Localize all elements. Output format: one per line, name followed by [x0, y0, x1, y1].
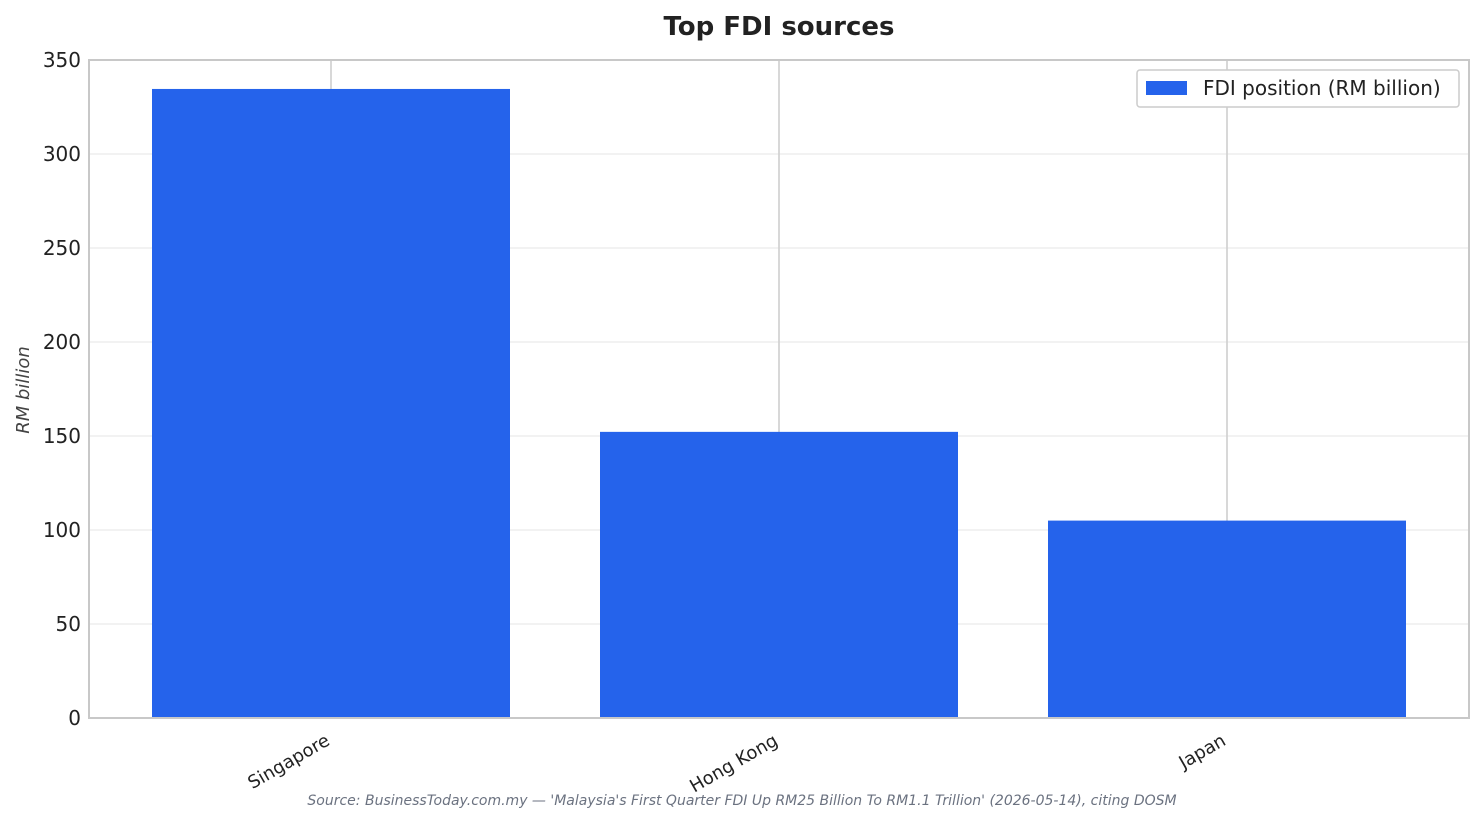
- source-note: Source: BusinessToday.com.my — 'Malaysia…: [307, 793, 1176, 809]
- y-tick-label: 250: [43, 236, 81, 260]
- y-axis-ticks: 0 50 100 150 200 250 300 350: [43, 48, 81, 730]
- y-tick-label: 50: [56, 612, 81, 636]
- y-tick-label: 150: [43, 424, 81, 448]
- y-tick-label: 200: [43, 330, 81, 354]
- bar-hong-kong: [600, 431, 958, 718]
- y-tick-label: 300: [43, 142, 81, 166]
- legend-label: FDI position (RM billion): [1203, 76, 1441, 100]
- y-tick-label: 350: [43, 48, 81, 72]
- bar-singapore: [152, 88, 510, 718]
- y-tick-label: 100: [43, 518, 81, 542]
- bar-japan: [1048, 520, 1406, 718]
- y-axis-label: RM billion: [13, 346, 34, 434]
- plot-area-frame: [88, 59, 1470, 719]
- legend-swatch: [1146, 81, 1187, 95]
- y-tick-label: 0: [68, 706, 81, 730]
- legend: FDI position (RM billion): [1136, 69, 1460, 108]
- chart-title: Top FDI sources: [663, 12, 894, 42]
- legend-box: [1136, 69, 1460, 108]
- bars: [152, 88, 1406, 718]
